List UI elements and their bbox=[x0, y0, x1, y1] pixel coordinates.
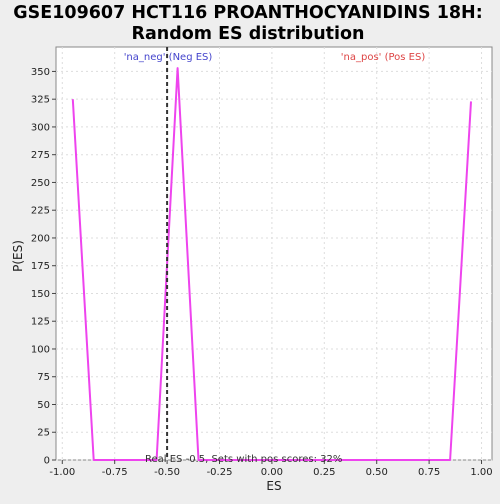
y-axis-label: P(ES) bbox=[11, 240, 25, 272]
x-tick-label: 1.00 bbox=[470, 467, 492, 478]
y-tick-label: 125 bbox=[31, 317, 50, 328]
y-tick-label: 275 bbox=[31, 150, 50, 161]
axes: -1.00 -0.75 -0.50 -0.25 0.00 0.25 0.50 0.75 1.00… bbox=[31, 67, 493, 478]
y-tick-label: 0 bbox=[44, 456, 50, 467]
x-axis-label: ES bbox=[266, 479, 281, 493]
y-tick-label: 350 bbox=[31, 67, 50, 78]
chart-title-line1: GSE109607 HCT116 PROANTHOCYANIDINS 18H: bbox=[13, 3, 482, 23]
y-tick-label: 225 bbox=[31, 206, 50, 217]
y-tick-label: 250 bbox=[31, 178, 50, 189]
y-tick-label: 75 bbox=[37, 372, 50, 383]
x-tick-label: 0.25 bbox=[313, 467, 335, 478]
footer-real-es: Real ES -0.5, Sets with pos scores: 32% bbox=[145, 454, 342, 465]
plot-area bbox=[55, 46, 493, 461]
y-tick-label: 200 bbox=[31, 233, 50, 244]
chart-title-line2: Random ES distribution bbox=[131, 24, 364, 44]
y-tick-label: 300 bbox=[31, 122, 50, 133]
y-tick-label: 100 bbox=[31, 344, 50, 355]
y-tick-label: 175 bbox=[31, 261, 50, 272]
y-tick-label: 50 bbox=[37, 400, 50, 411]
y-tick-label: 25 bbox=[37, 428, 50, 439]
neg-es-label: 'na_neg' (Neg ES) bbox=[124, 52, 213, 63]
x-tick-label: -0.75 bbox=[102, 467, 128, 478]
pos-es-label: 'na_pos' (Pos ES) bbox=[341, 52, 426, 63]
x-tick-label: 0.00 bbox=[261, 467, 283, 478]
x-tick-label: 0.75 bbox=[418, 467, 440, 478]
x-tick-label: 0.50 bbox=[366, 467, 388, 478]
x-tick-label: -1.00 bbox=[49, 467, 75, 478]
x-tick-label: -0.25 bbox=[207, 467, 233, 478]
y-tick-label: 325 bbox=[31, 95, 50, 106]
y-tick-label: 150 bbox=[31, 289, 50, 300]
x-tick-label: -0.50 bbox=[154, 467, 180, 478]
